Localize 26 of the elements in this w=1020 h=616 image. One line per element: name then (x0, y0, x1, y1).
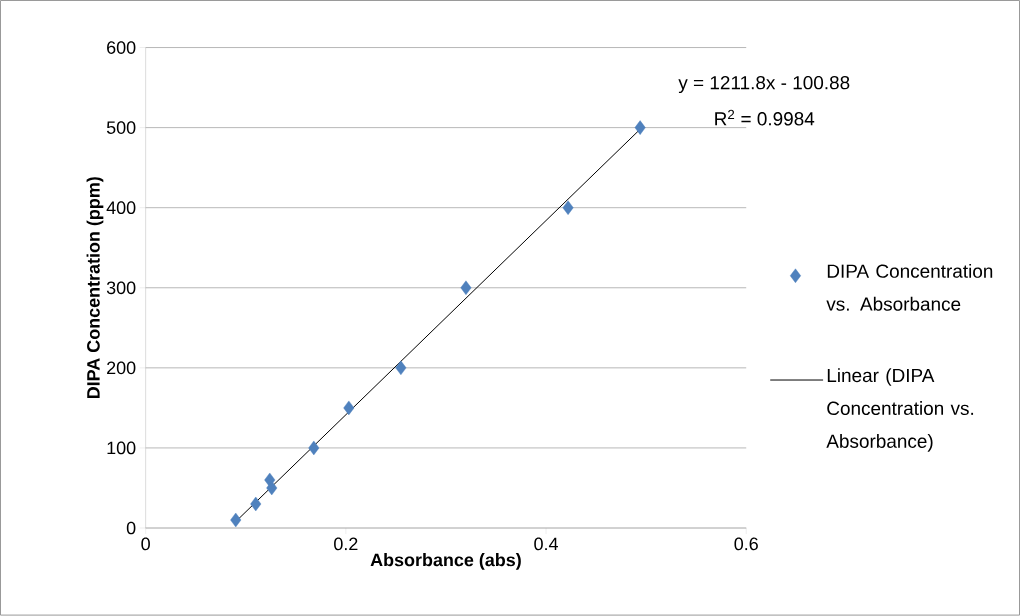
x-tick-label: 0.2 (334, 537, 358, 551)
y-tick-label: 300 (106, 281, 136, 295)
point (395, 360, 407, 376)
annotation: y = 1211.8x - 100.88 (678, 76, 850, 94)
legend-label: Linear (DIPA Concentration vs. Absorbance) (826, 368, 974, 452)
legend-label: DIPA Concentration vs. Absorbance (826, 264, 993, 311)
y-tick-label: 100 (107, 441, 136, 455)
point (266, 480, 278, 496)
point (230, 513, 242, 528)
point (343, 400, 355, 416)
y-tick-label: 200 (107, 361, 136, 375)
x-tick-label: 0 (141, 537, 150, 551)
y-tick-label: 400 (106, 201, 136, 215)
x-tick-label: 0.4 (534, 537, 558, 551)
x-axis-title: Absorbance (abs) (370, 553, 521, 571)
point (250, 496, 262, 512)
point (634, 120, 646, 136)
point (308, 440, 320, 456)
point (460, 280, 472, 296)
point (562, 200, 574, 216)
x-tick-label: 0.6 (734, 537, 758, 551)
annotation: R$^{2}$ = 0.9984 (715, 110, 815, 126)
y-tick-label: 500 (106, 121, 136, 135)
y-tick-label: 0 (126, 521, 136, 535)
y-tick-label: 600 (107, 41, 136, 55)
y-axis-title: DIPA Concentration (ppm) (86, 177, 104, 399)
